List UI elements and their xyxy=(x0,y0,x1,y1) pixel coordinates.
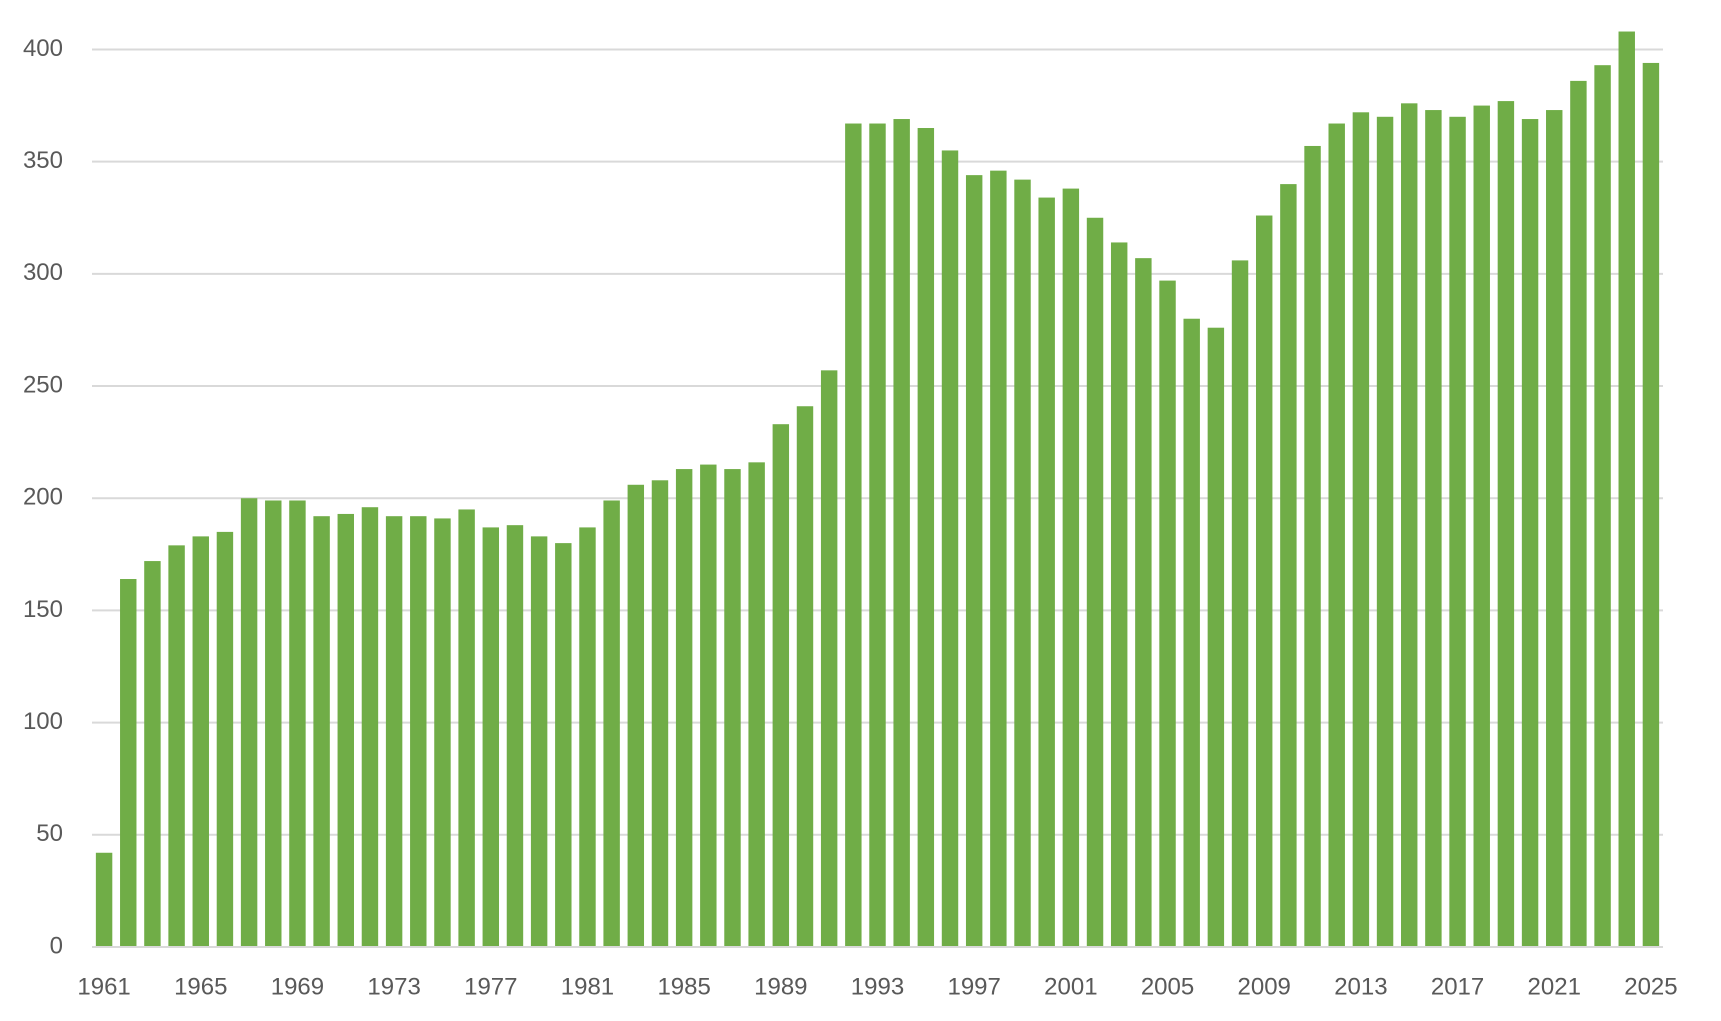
y-tick-label: 400 xyxy=(23,35,63,62)
bar xyxy=(724,469,741,947)
bar xyxy=(1062,188,1080,947)
bar xyxy=(1038,197,1055,947)
bar xyxy=(1086,217,1104,947)
bar xyxy=(1401,103,1418,947)
bar xyxy=(410,516,427,947)
bar xyxy=(240,498,258,947)
x-tick-label: 2005 xyxy=(1141,973,1194,1000)
x-tick-label: 1973 xyxy=(367,973,420,1000)
bar xyxy=(627,484,645,947)
bar xyxy=(651,480,669,947)
x-tick-label: 1997 xyxy=(947,973,1000,1000)
x-tick-label: 1961 xyxy=(77,973,130,1000)
x-tick-label: 2025 xyxy=(1624,973,1677,1000)
bar xyxy=(144,561,161,947)
x-tick-label: 1969 xyxy=(271,973,324,1000)
bar xyxy=(675,469,693,947)
bar xyxy=(458,509,475,947)
x-tick-label: 1989 xyxy=(754,973,807,1000)
bar xyxy=(361,507,379,947)
bar xyxy=(555,543,572,947)
bar xyxy=(265,500,282,947)
bar xyxy=(1280,184,1297,948)
bar xyxy=(579,527,596,947)
bar xyxy=(917,128,935,947)
bar xyxy=(1159,280,1176,947)
x-tick-label: 2021 xyxy=(1528,973,1581,1000)
bar xyxy=(1473,105,1490,948)
bar xyxy=(1570,80,1587,947)
bar xyxy=(216,531,234,947)
bar xyxy=(965,175,983,947)
y-tick-label: 150 xyxy=(23,596,63,623)
bar xyxy=(700,464,717,947)
bar xyxy=(845,123,862,947)
bar xyxy=(1255,215,1273,948)
y-tick-label: 50 xyxy=(36,820,63,847)
x-tick-label: 1977 xyxy=(464,973,517,1000)
bar xyxy=(893,119,910,947)
bar xyxy=(772,424,790,947)
y-tick-label: 300 xyxy=(23,259,63,286)
bar xyxy=(1231,260,1249,947)
bar xyxy=(1594,65,1611,947)
bar xyxy=(192,536,209,947)
bar xyxy=(1304,145,1321,947)
bar xyxy=(1425,110,1442,948)
y-tick-label: 200 xyxy=(23,484,63,511)
x-tick-label: 2009 xyxy=(1238,973,1291,1000)
bar xyxy=(1110,242,1128,948)
x-tick-label: 1993 xyxy=(851,973,904,1000)
bar xyxy=(506,525,524,947)
bar xyxy=(748,462,765,947)
bar xyxy=(313,516,330,947)
x-tick-label: 1965 xyxy=(174,973,227,1000)
bar xyxy=(289,500,306,947)
bar xyxy=(1497,101,1515,948)
bar xyxy=(990,170,1007,947)
bar xyxy=(1449,116,1466,948)
bar xyxy=(385,516,403,947)
bar xyxy=(1135,258,1152,947)
bar xyxy=(1546,110,1563,948)
x-tick-label: 1985 xyxy=(657,973,710,1000)
bar xyxy=(434,518,451,947)
y-tick-label: 0 xyxy=(50,932,63,959)
bar xyxy=(796,406,814,947)
bar xyxy=(603,500,620,947)
x-tick-label: 2001 xyxy=(1044,973,1097,1000)
bar xyxy=(1014,179,1031,948)
bar xyxy=(1521,119,1539,947)
y-tick-label: 100 xyxy=(23,708,63,735)
bar xyxy=(869,123,886,947)
bar xyxy=(530,536,548,947)
bar xyxy=(482,527,500,947)
bar xyxy=(941,150,959,947)
bar xyxy=(1618,31,1635,948)
bar xyxy=(1642,62,1660,948)
bar xyxy=(1328,123,1345,947)
bar xyxy=(337,513,354,947)
bar xyxy=(820,370,838,947)
bar xyxy=(1207,327,1225,947)
bar xyxy=(95,852,113,947)
bar xyxy=(1352,112,1370,947)
y-tick-label: 250 xyxy=(23,371,63,398)
bar xyxy=(168,545,185,947)
y-tick-label: 350 xyxy=(23,147,63,174)
x-tick-label: 1981 xyxy=(561,973,614,1000)
bar xyxy=(1183,318,1200,947)
x-tick-label: 2017 xyxy=(1431,973,1484,1000)
bar xyxy=(1376,116,1394,948)
x-tick-label: 2013 xyxy=(1334,973,1387,1000)
bar xyxy=(120,579,137,947)
